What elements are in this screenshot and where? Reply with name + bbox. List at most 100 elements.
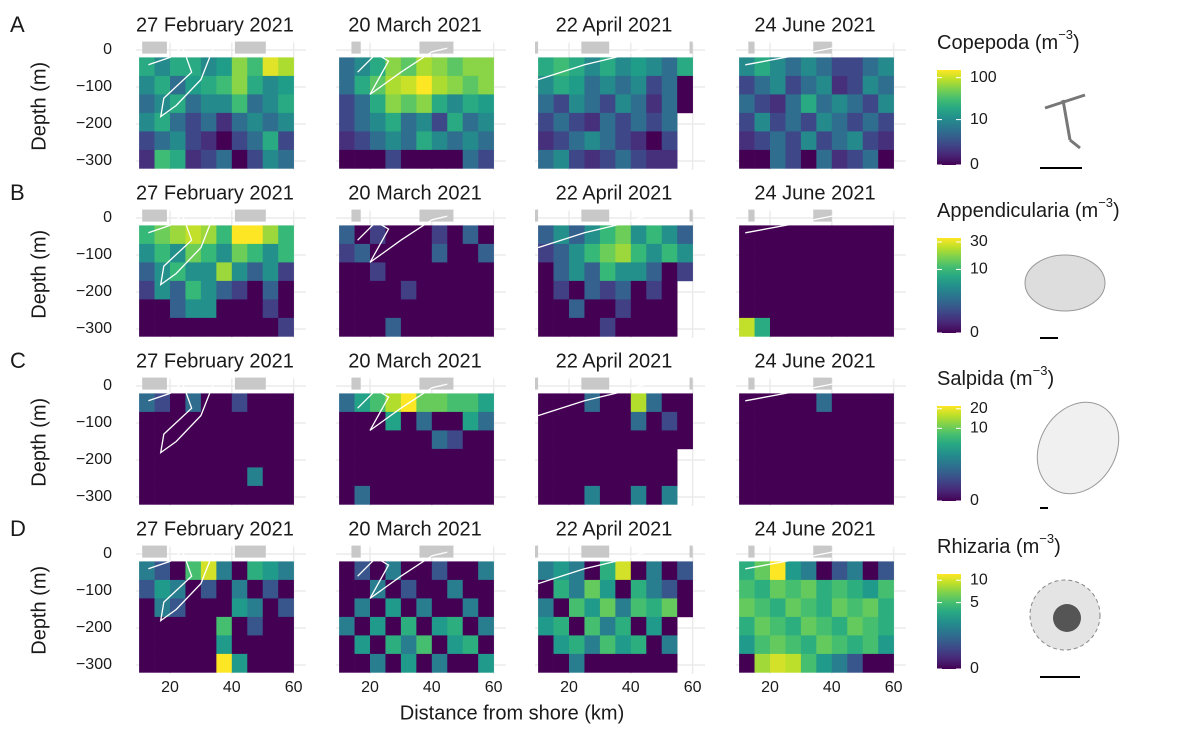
heatmap-cell (584, 94, 601, 114)
heatmap-cell (862, 467, 879, 487)
heatmap-cell (615, 225, 632, 245)
heatmap-cell (878, 225, 894, 245)
heatmap-cell (770, 317, 786, 337)
x-tick-label: 40 (423, 679, 441, 696)
colorbar-title: Rhizaria (m−3) (937, 531, 1061, 558)
heatmap-cell (339, 299, 355, 319)
colorbar-title: Salpida (m−3) (937, 363, 1054, 390)
heatmap-cell (154, 616, 171, 636)
heatmap-cell (416, 149, 433, 169)
contour-line (537, 47, 647, 81)
panel-title: 20 March 2021 (348, 350, 481, 372)
heatmap-cell (553, 262, 570, 282)
heatmap-cell (661, 616, 678, 636)
heatmap-cell (553, 131, 570, 151)
y-axis-title: Depth (m) (28, 398, 50, 487)
heatmap-cell (538, 149, 554, 169)
heatmap-cell (739, 393, 755, 413)
heatmap-cell (599, 243, 616, 263)
heatmap-cell (154, 299, 171, 319)
heatmap-cell (599, 280, 616, 300)
contour-line (357, 383, 448, 431)
heatmap-cell (677, 411, 693, 431)
heatmap-cell (278, 411, 294, 431)
heatmap-cell (139, 653, 155, 673)
contour-line (148, 213, 214, 287)
heatmap-cell (462, 635, 479, 655)
heatmap-cell (462, 299, 479, 319)
heatmap-cell (216, 653, 233, 673)
heatmap-cell (646, 131, 663, 151)
heatmap-cell (262, 299, 279, 319)
heatmap-cell (584, 448, 601, 468)
heatmap-cell (569, 94, 585, 114)
heatmap-cell (862, 262, 879, 282)
heatmap-cell (630, 225, 647, 245)
heatmap-cell (462, 411, 479, 431)
heatmap-cell (739, 561, 755, 581)
heatmap-cell (247, 579, 264, 599)
heatmap-cell (370, 467, 386, 487)
heatmap-cell (800, 579, 817, 599)
heatmap-cell (385, 485, 402, 505)
heatmap-cell (878, 280, 894, 300)
heatmap-cell (278, 467, 294, 487)
heatmap-cell (599, 299, 616, 319)
heatmap-cell (247, 112, 264, 132)
panel-title: 27 February 2021 (136, 14, 294, 36)
station-marker (689, 545, 693, 558)
heatmap-cell (599, 393, 616, 413)
heatmap-cell (553, 75, 570, 95)
heatmap-cell (154, 653, 171, 673)
heatmap-cell (847, 485, 864, 505)
y-axis-title: Depth (m) (28, 566, 50, 655)
heatmap-cell (754, 112, 771, 132)
panel-title: 20 March 2021 (348, 182, 481, 204)
heatmap-cell (615, 467, 632, 487)
heatmap-cell (569, 317, 585, 337)
heatmap-cell (800, 317, 817, 337)
heatmap-cell (278, 430, 294, 450)
heatmap-cell (462, 57, 479, 77)
colorbar-tick-label: 30 (970, 233, 988, 250)
heatmap-cell (615, 131, 632, 151)
heatmap-cell (599, 131, 616, 151)
heatmap-cell (754, 94, 771, 114)
heatmap-cell (878, 262, 894, 282)
heatmap-cell (247, 467, 264, 487)
colorbar (937, 70, 961, 165)
heatmap-cell (569, 149, 585, 169)
x-tick-label: 60 (285, 679, 303, 696)
heatmap-cell (862, 149, 879, 169)
heatmap-cell (339, 131, 355, 151)
heatmap-cell (800, 467, 817, 487)
heatmap-cell (754, 467, 771, 487)
heatmap-cell (385, 149, 402, 169)
heatmap-cell (831, 430, 848, 450)
heatmap-cell (862, 393, 879, 413)
heatmap-cell (139, 225, 155, 245)
heatmap-cell (831, 225, 848, 245)
heatmap-cell (831, 579, 848, 599)
heatmap-cell (646, 75, 663, 95)
heatmap-cell (247, 448, 264, 468)
heatmap-cell (599, 430, 616, 450)
heatmap-cell (462, 598, 479, 618)
heatmap-cell (200, 635, 217, 655)
heatmap-cell (385, 280, 402, 300)
heatmap-cell (847, 448, 864, 468)
heatmap-cell (785, 262, 802, 282)
heatmap-cell (339, 262, 355, 282)
heatmap-cell (816, 448, 833, 468)
panel-title: 20 March 2021 (348, 14, 481, 36)
heatmap-cell (185, 299, 202, 319)
heatmap-cell (170, 393, 186, 413)
heatmap-cell (800, 485, 817, 505)
heatmap-cell (262, 448, 279, 468)
heatmap-cell (800, 411, 817, 431)
heatmap-cell (247, 485, 264, 505)
panel-label: B (10, 180, 25, 205)
colorbar-tick-label: 10 (970, 111, 988, 128)
heatmap-cell (739, 411, 755, 431)
y-axis-title: Depth (m) (28, 62, 50, 151)
